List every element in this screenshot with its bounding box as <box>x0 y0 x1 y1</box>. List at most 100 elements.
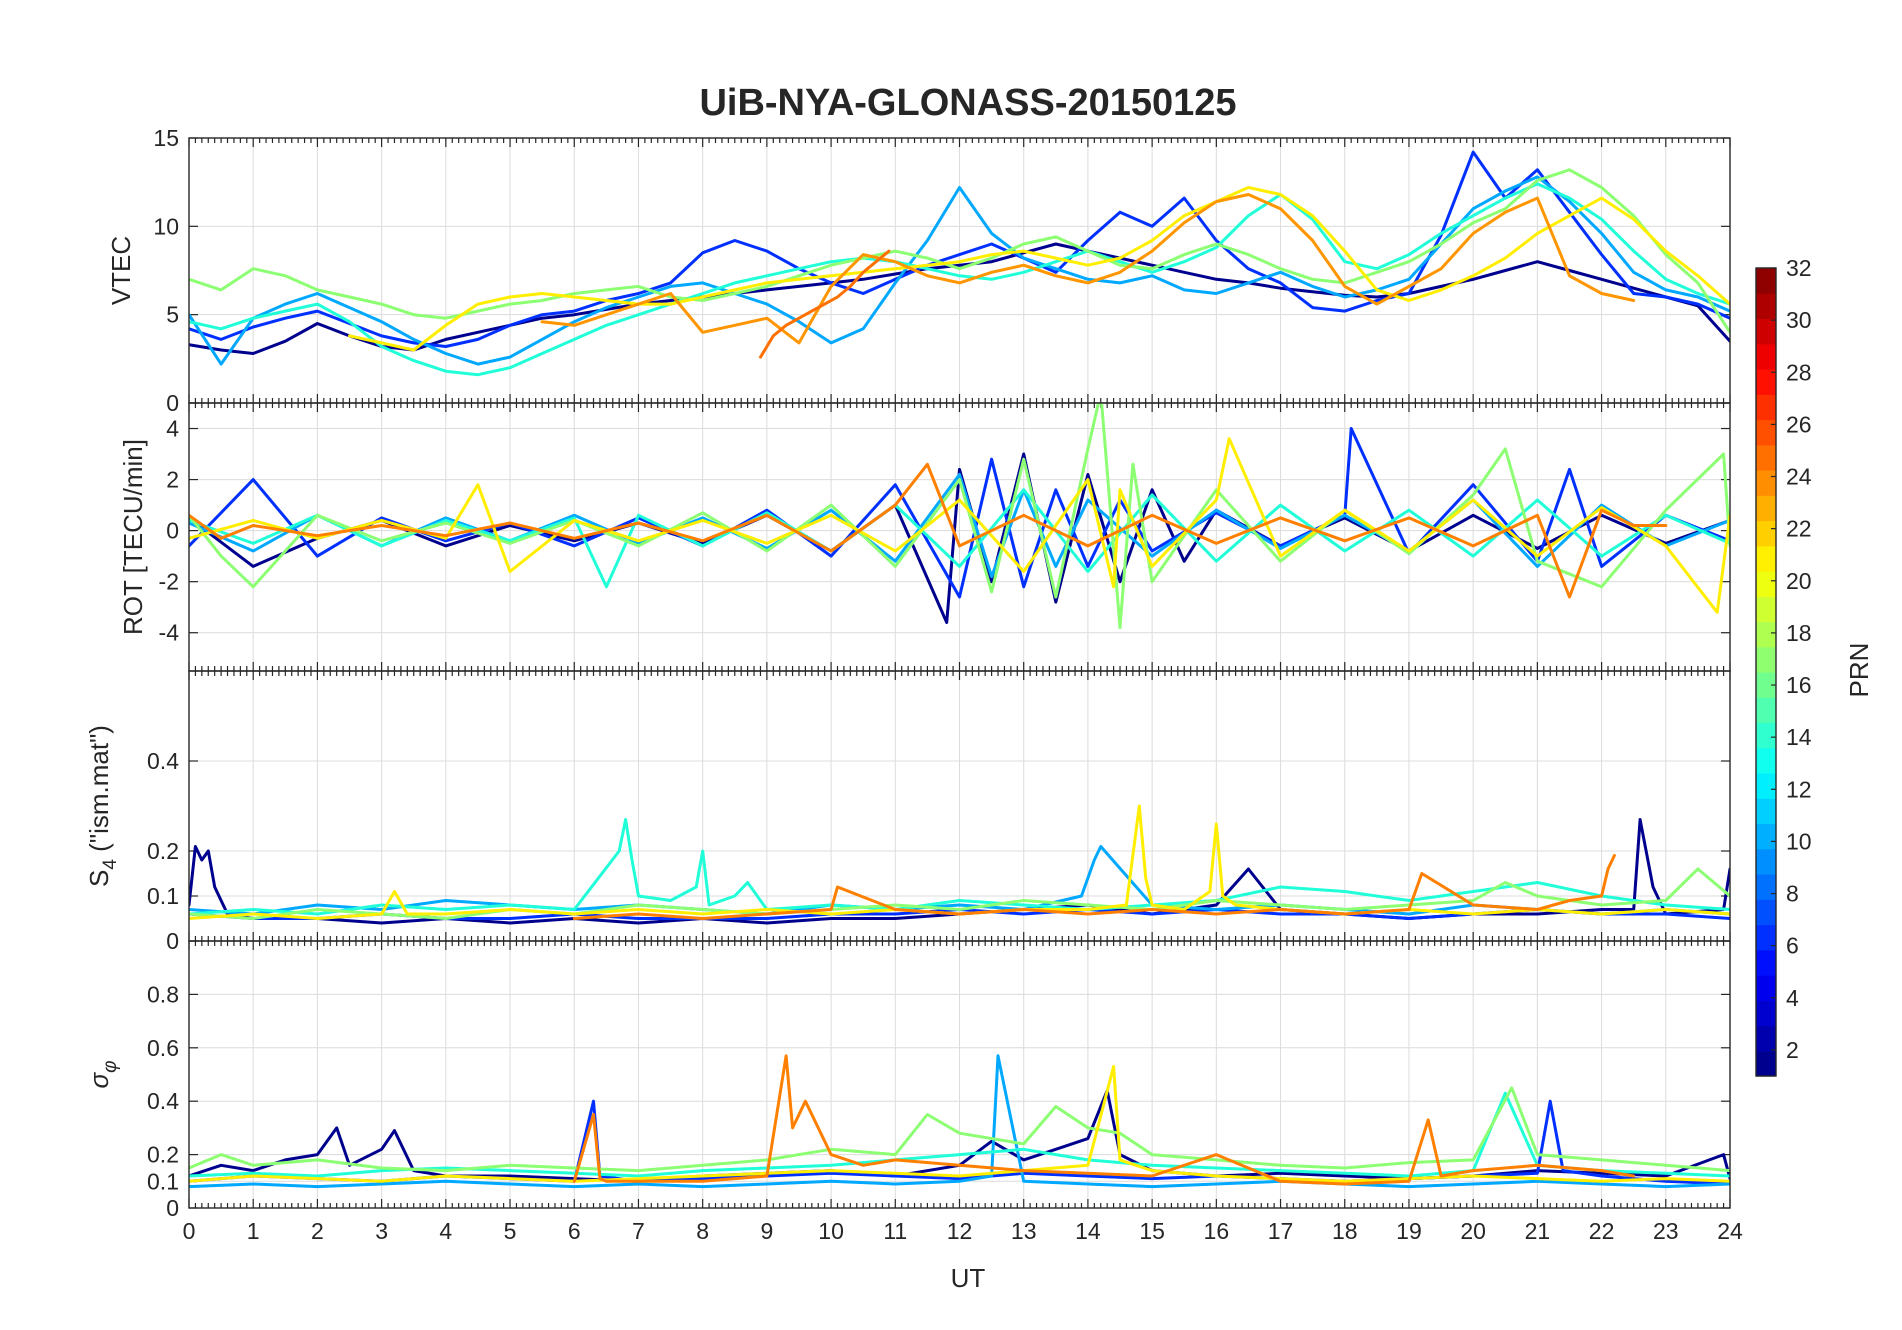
y-tick-label: 5 <box>166 302 179 328</box>
colorbar-segment <box>1756 293 1776 320</box>
colorbar-segment <box>1756 646 1776 673</box>
x-tick-label: 6 <box>568 1218 581 1244</box>
series-line-prn-23 <box>572 854 1616 920</box>
y-tick-label: 2 <box>166 467 179 493</box>
x-tick-label: 13 <box>1011 1218 1037 1244</box>
colorbar-segment <box>1756 747 1776 774</box>
series-line-prn-24 <box>759 249 891 359</box>
colorbar-tick-label: 26 <box>1786 411 1812 437</box>
colorbar-tick-label: 28 <box>1786 359 1812 385</box>
colorbar-segment <box>1756 268 1776 294</box>
colorbar-segment <box>1756 596 1776 623</box>
colorbar-frame <box>1755 267 1777 1077</box>
series-line-prn-14 <box>189 182 1730 377</box>
y-axis-label-sub: 4 <box>100 859 121 870</box>
x-tick-label: 16 <box>1204 1218 1230 1244</box>
colorbar-segment <box>1756 444 1776 471</box>
colorbar-segment <box>1756 823 1776 850</box>
y-tick-label: 0.6 <box>147 1035 179 1061</box>
x-tick-label: 23 <box>1653 1218 1679 1244</box>
panel-vtec: 0 5 10 15 VTEC <box>106 125 1731 416</box>
x-tick-label: 1 <box>247 1218 260 1244</box>
series-line-prn-17 <box>189 403 1730 630</box>
y-tick-label: 0.4 <box>147 748 179 774</box>
y-tick-label: 0.4 <box>147 1088 179 1114</box>
series-group <box>189 403 1730 630</box>
x-tick-label: 4 <box>439 1218 452 1244</box>
series-group <box>189 150 1730 377</box>
panel-rot: -4 -2 0 2 4 ROT [TECU/min] <box>118 402 1731 672</box>
series-line-prn-2 <box>189 242 1730 355</box>
chart-title: UiB-NYA-GLONASS-20150125 <box>699 82 1236 124</box>
colorbar-label: PRN <box>1844 643 1874 698</box>
y-tick-label: 0 <box>166 390 179 416</box>
x-tick-label: 21 <box>1525 1218 1551 1244</box>
x-tick-label: 22 <box>1589 1218 1615 1244</box>
panel-frame <box>188 940 1731 1209</box>
series-line-prn-14 <box>189 488 1730 589</box>
x-tick-label: 3 <box>375 1218 388 1244</box>
x-tick-label: 24 <box>1717 1218 1743 1244</box>
colorbar-tick-label: 22 <box>1786 516 1812 542</box>
colorbar-tick-label: 8 <box>1786 881 1799 907</box>
y-tick-label: 0 <box>166 928 179 954</box>
x-tick-label: 15 <box>1139 1218 1165 1244</box>
colorbar-segment <box>1756 571 1776 597</box>
colorbar-segment <box>1756 369 1776 395</box>
y-tick-label: 0 <box>166 1195 179 1221</box>
colorbar-segment <box>1756 621 1776 648</box>
panel-s4: 0 0.1 0.2 0.4 S4 ("ism.mat") <box>84 670 1731 954</box>
colorbar-tick-label: 14 <box>1786 724 1812 750</box>
y-tick-label: 0.1 <box>147 883 179 909</box>
y-axis-label: VTEC <box>106 236 136 305</box>
y-tick-label: -4 <box>159 620 180 646</box>
series-line-prn-17 <box>189 168 1730 334</box>
colorbar-segment <box>1756 495 1776 522</box>
colorbar-segment <box>1756 394 1776 421</box>
x-tick-label: 0 <box>183 1218 196 1244</box>
y-tick-label: 0.2 <box>147 838 179 864</box>
y-axis-label: σφ <box>84 1060 121 1088</box>
y-tick-label: -2 <box>159 569 179 595</box>
series-line-prn-10 <box>189 1054 1730 1189</box>
x-tick-label: 12 <box>947 1218 973 1244</box>
series-line-prn-17 <box>189 867 1730 920</box>
colorbar-tick-label: 4 <box>1786 985 1799 1011</box>
series-line-prn-20 <box>348 186 1730 352</box>
y-tick-label: 0.1 <box>147 1168 179 1194</box>
colorbar-segment <box>1756 697 1776 724</box>
colorbar-tick-label: 18 <box>1786 620 1812 646</box>
y-axis-label: ROT [TECU/min] <box>118 439 148 635</box>
y-tick-label: 10 <box>153 213 179 239</box>
x-tick-label: 20 <box>1460 1218 1486 1244</box>
y-tick-label: 15 <box>153 125 179 151</box>
x-tick-label: 2 <box>311 1218 324 1244</box>
colorbar-segment <box>1756 318 1776 345</box>
y-tick-label: 0 <box>166 518 179 544</box>
x-tick-label: 10 <box>818 1218 844 1244</box>
series-line-prn-14 <box>189 818 1730 916</box>
colorbar-segment <box>1756 848 1776 875</box>
colorbar-segment <box>1756 1025 1776 1052</box>
colorbar-segment <box>1756 1000 1776 1027</box>
colorbar-tick-label: 6 <box>1786 933 1799 959</box>
colorbar-tick-label: 20 <box>1786 568 1812 594</box>
y-axis-label-sub: φ <box>100 1060 121 1072</box>
series-line-prn-6 <box>189 150 1730 348</box>
x-tick-label: 9 <box>760 1218 773 1244</box>
colorbar-segment <box>1756 520 1776 547</box>
series-group <box>189 804 1730 925</box>
colorbar-segment <box>1756 545 1776 572</box>
colorbar-segment <box>1756 470 1776 496</box>
colorbar-segment <box>1756 949 1776 976</box>
colorbar-tick-label: 2 <box>1786 1037 1799 1063</box>
colorbar-segment <box>1756 798 1776 825</box>
colorbar-tick-label: 30 <box>1786 307 1812 333</box>
colorbar-segment <box>1756 874 1776 900</box>
colorbar-segment <box>1756 672 1776 698</box>
y-axis-label: S4 ("ism.mat") <box>84 725 121 887</box>
colorbar-segment <box>1756 1050 1776 1077</box>
colorbar-segment <box>1756 899 1776 926</box>
series-line-prn-23 <box>189 462 1668 599</box>
